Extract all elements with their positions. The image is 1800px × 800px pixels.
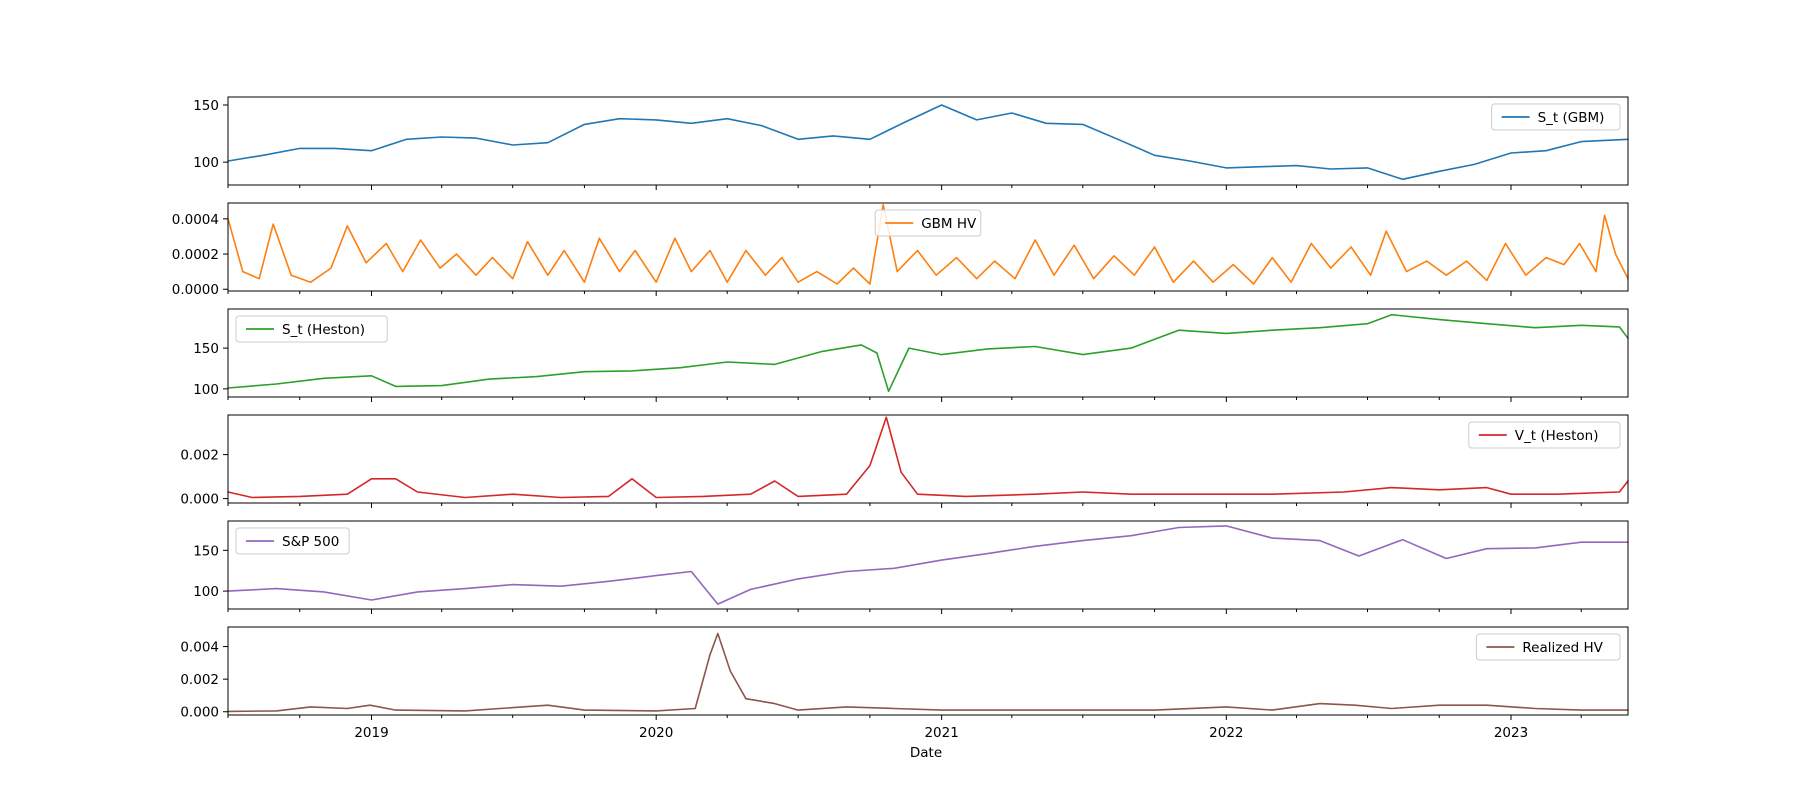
y-tick-label: 0.0000 [172, 282, 219, 298]
legend-entry: V_t (Heston) [1515, 428, 1599, 444]
subplot-1: 100 150 S_t (GBM) [193, 96, 1629, 190]
subplot-4: 0.000 0.002 V_t (Heston) [180, 414, 1629, 508]
legend-box [874, 209, 982, 237]
y-tick-label: 150 [193, 341, 219, 357]
subplot-frame [227, 520, 1629, 610]
legend-box [1475, 633, 1621, 661]
legend: S_t (Heston) [235, 315, 388, 343]
series-line [227, 313, 1629, 393]
x-axis: 2019 2020 2021 2022 2023 [354, 725, 1528, 741]
y-tick-label: 0.002 [180, 448, 219, 464]
y-tick-label: 0.000 [180, 492, 219, 508]
legend-entry: S_t (GBM) [1538, 110, 1605, 126]
legend: Realized HV [1475, 633, 1621, 661]
y-tick-label: 0.0004 [172, 212, 219, 228]
y-tick-label: 100 [193, 382, 219, 398]
x-tick-label: 2019 [354, 725, 388, 741]
y-tick-label: 0.000 [180, 705, 219, 721]
legend: S_t (GBM) [1491, 103, 1621, 131]
x-tick-label: 2023 [1494, 725, 1528, 741]
subplot-frame [227, 626, 1629, 716]
legend-entry: S_t (Heston) [282, 322, 365, 338]
subplot-2: 0.0000 0.0002 0.0004 GBM HV [172, 202, 1629, 298]
legend: S&P 500 [235, 527, 350, 555]
y-tick-label: 0.004 [180, 640, 219, 656]
subplot-frame [227, 414, 1629, 504]
legend-box [1491, 103, 1621, 131]
legend: V_t (Heston) [1468, 421, 1621, 449]
subplot-frame [227, 202, 1629, 292]
y-tick-label: 150 [193, 98, 219, 114]
legend-box [235, 315, 388, 343]
x-axis-label: Date [910, 745, 942, 761]
series-line [227, 204, 1629, 285]
subplot-6: 0.000 0.002 0.004 Realized HV [180, 626, 1629, 721]
subplot-3: 100 150 S_t (Heston) [193, 308, 1629, 402]
series-line [227, 525, 1629, 605]
subplot-5: 100 150 S&P 500 [193, 520, 1629, 614]
y-tick-label: 150 [193, 543, 219, 559]
series-line [227, 104, 1629, 181]
legend: GBM HV [874, 209, 982, 237]
x-tick-label: 2022 [1209, 725, 1243, 741]
y-tick-label: 100 [193, 584, 219, 600]
legend-entry: S&P 500 [282, 534, 339, 550]
legend-box [235, 527, 350, 555]
y-tick-label: 0.0002 [172, 247, 219, 263]
x-tick-label: 2021 [924, 725, 958, 741]
legend-entry: Realized HV [1522, 640, 1603, 656]
chart-panels: 100 150 S_t (GBM) 0.0000 0.0002 0.0004 GBM HV 1… [172, 96, 1629, 721]
x-tick-label: 2020 [639, 725, 673, 741]
y-tick-label: 100 [193, 155, 219, 171]
series-line [227, 416, 1629, 499]
series-line [227, 632, 1629, 713]
subplot-frame [227, 96, 1629, 186]
subplot-frame [227, 308, 1629, 398]
y-tick-label: 0.002 [180, 672, 219, 688]
legend-box [1468, 421, 1621, 449]
legend-entry: GBM HV [921, 216, 977, 232]
